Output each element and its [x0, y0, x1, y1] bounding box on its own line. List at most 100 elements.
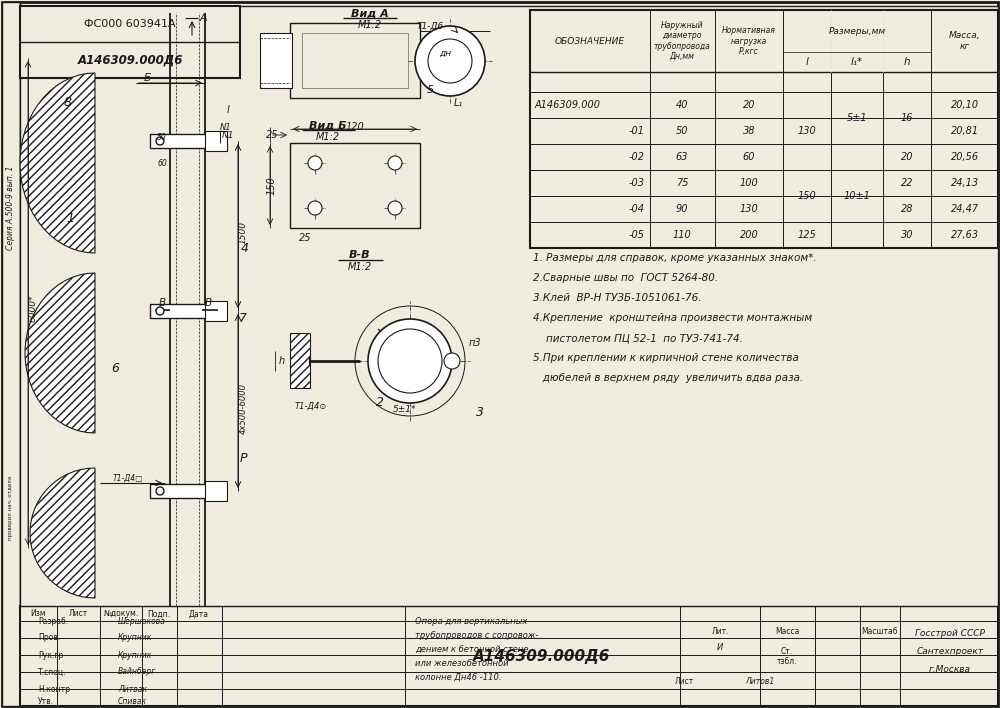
- Text: Спивак: Спивак: [118, 697, 147, 705]
- PathPatch shape: [30, 468, 95, 598]
- Bar: [20, 606, 998, 706]
- Text: 25: 25: [266, 130, 278, 140]
- Text: И: И: [717, 644, 723, 653]
- Text: Разраб.: Разраб.: [38, 617, 68, 625]
- Circle shape: [308, 156, 322, 170]
- Circle shape: [156, 487, 164, 495]
- Bar: [260, 33, 292, 88]
- Circle shape: [308, 201, 322, 215]
- Text: 63: 63: [676, 152, 688, 162]
- Text: Дата: Дата: [189, 610, 209, 619]
- Text: 28: 28: [901, 204, 913, 214]
- Text: 40: 40: [676, 100, 688, 110]
- Text: Серия А.500-9 вып. 1: Серия А.500-9 вып. 1: [6, 166, 16, 250]
- Text: 6: 6: [111, 362, 119, 375]
- Text: l₁*: l₁*: [851, 57, 863, 67]
- Text: Пров.: Пров.: [38, 634, 60, 642]
- Text: -03: -03: [629, 178, 645, 188]
- Text: Опора для вертикальных: Опора для вертикальных: [415, 617, 527, 625]
- Text: 20,56: 20,56: [951, 152, 979, 162]
- Text: 25: 25: [299, 233, 311, 243]
- Text: М1:2: М1:2: [358, 20, 382, 30]
- Text: пистолетом ПЦ 52-1  по ТУЗ-741-74.: пистолетом ПЦ 52-1 по ТУЗ-741-74.: [533, 333, 743, 343]
- Text: 90: 90: [676, 204, 688, 214]
- Text: А: А: [200, 13, 208, 23]
- Text: трубопроводов с сопровож-: трубопроводов с сопровож-: [415, 631, 538, 639]
- Text: дюбелей в верхнем ряду  увеличить вдва раза.: дюбелей в верхнем ряду увеличить вдва ра…: [533, 373, 803, 383]
- Text: 38: 38: [743, 126, 755, 136]
- Text: Крупник: Крупник: [118, 651, 152, 659]
- Text: 16: 16: [901, 113, 913, 123]
- Text: l: l: [227, 105, 229, 115]
- Text: 1. Размеры для справок, кроме указанных знаком*.: 1. Размеры для справок, кроме указанных …: [533, 253, 817, 263]
- PathPatch shape: [25, 273, 95, 433]
- Text: 4.Крепление  кронштейна произвести монтажным: 4.Крепление кронштейна произвести монтаж…: [533, 313, 812, 323]
- Text: В-В: В-В: [349, 250, 371, 260]
- Text: h: h: [279, 356, 285, 366]
- Text: N1: N1: [220, 123, 232, 132]
- Text: 150: 150: [798, 191, 816, 201]
- Text: ФС000 603941А: ФС000 603941А: [84, 19, 176, 29]
- Text: г.Москва: г.Москва: [929, 666, 971, 675]
- Bar: [302, 33, 408, 88]
- Text: 120: 120: [346, 122, 364, 132]
- Text: 1: 1: [66, 212, 74, 224]
- Bar: [150, 484, 220, 498]
- Text: 2.Сварные швы по  ГОСТ 5264-80.: 2.Сварные швы по ГОСТ 5264-80.: [533, 273, 718, 283]
- Text: дением к бетонной стене: дением к бетонной стене: [415, 644, 528, 653]
- Text: В: В: [158, 298, 166, 308]
- Text: п3: п3: [469, 338, 481, 348]
- Text: Вид Б: Вид Б: [309, 120, 347, 130]
- Text: Подп.: Подп.: [147, 610, 171, 619]
- Text: 5.При креплении к кирпичной стене количества: 5.При креплении к кирпичной стене количе…: [533, 353, 799, 363]
- Text: Сантехпроект: Сантехпроект: [916, 648, 984, 656]
- Bar: [530, 10, 998, 248]
- Text: T1-Д4⊙: T1-Д4⊙: [295, 401, 327, 411]
- Text: Нормативная
нагрузка
Р,кгс: Нормативная нагрузка Р,кгс: [722, 26, 776, 56]
- Text: 24,13: 24,13: [951, 178, 979, 188]
- Text: 20: 20: [743, 100, 755, 110]
- Text: 8: 8: [64, 96, 72, 110]
- Text: 60: 60: [743, 152, 755, 162]
- Text: Лит.: Лит.: [711, 627, 729, 636]
- Circle shape: [378, 329, 442, 393]
- Text: проверил нач. отдела: проверил нач. отдела: [8, 476, 14, 540]
- Circle shape: [368, 319, 452, 403]
- Text: М1:2: М1:2: [316, 132, 340, 142]
- Text: 20,10: 20,10: [951, 100, 979, 110]
- PathPatch shape: [20, 73, 95, 253]
- Text: 6000*: 6000*: [28, 295, 38, 321]
- Text: 24,47: 24,47: [951, 204, 979, 214]
- Text: Литов1: Литов1: [745, 678, 775, 687]
- Text: тзбл.: тзбл.: [777, 658, 797, 666]
- Text: М1:2: М1:2: [348, 262, 372, 272]
- Text: 130: 130: [740, 204, 758, 214]
- Text: Наружный
диаметро
трубопровода
Дн,мм: Наружный диаметро трубопровода Дн,мм: [654, 21, 710, 61]
- Text: Масштаб: Масштаб: [862, 627, 898, 636]
- Text: -02: -02: [629, 152, 645, 162]
- Text: 5±1: 5±1: [847, 113, 867, 123]
- Bar: [290, 333, 310, 388]
- Text: Вид А: Вид А: [351, 8, 389, 18]
- Text: Т.спец.: Т.спец.: [38, 668, 66, 677]
- Text: Б: Б: [144, 73, 152, 83]
- Circle shape: [388, 201, 402, 215]
- Text: 3: 3: [476, 406, 484, 420]
- Text: 20,81: 20,81: [951, 126, 979, 136]
- Text: ОБОЗНАЧЕНИЕ: ОБОЗНАЧЕНИЕ: [555, 37, 625, 45]
- Bar: [205, 131, 227, 151]
- Text: Утв.: Утв.: [38, 697, 54, 705]
- Text: -04: -04: [629, 204, 645, 214]
- Text: Шершакова: Шершакова: [118, 617, 166, 625]
- Text: 50: 50: [676, 126, 688, 136]
- Bar: [2, 2, 20, 706]
- Text: 60: 60: [157, 159, 167, 168]
- Bar: [20, 6, 240, 78]
- Text: 100: 100: [740, 178, 758, 188]
- Text: Лист: Лист: [674, 678, 694, 687]
- Text: T1-Д4□: T1-Д4□: [113, 474, 143, 482]
- Circle shape: [156, 307, 164, 315]
- Circle shape: [444, 353, 460, 369]
- Bar: [290, 23, 420, 98]
- Text: Вайнберг: Вайнберг: [118, 668, 156, 677]
